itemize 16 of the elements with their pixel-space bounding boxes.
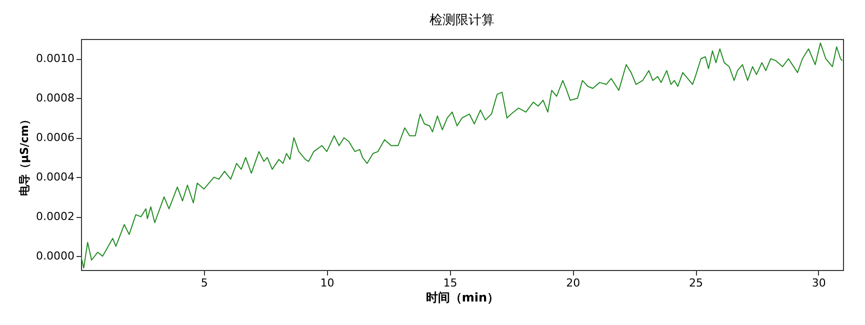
y-axis-title: 电导（μS/cm） — [18, 114, 32, 196]
x-tick-label: 5 — [200, 276, 208, 290]
line-series — [81, 42, 843, 269]
x-tick-label: 10 — [320, 276, 334, 290]
chart-title: 检测限计算 — [430, 13, 494, 28]
y-tick-label: 0.0006 — [36, 131, 74, 144]
y-tick-label: 0.0008 — [36, 92, 74, 105]
y-tick-label: 0.0010 — [36, 52, 74, 66]
x-tick-label: 20 — [566, 276, 580, 290]
x-axis-title: 时间（min） — [426, 290, 500, 304]
x-tick-label: 15 — [443, 276, 458, 290]
y-tick-label: 0.0004 — [36, 170, 74, 184]
x-tick-label: 30 — [812, 276, 826, 290]
y-tick-label: 0.0002 — [36, 210, 74, 224]
x-tick-label: 25 — [689, 276, 704, 290]
y-tick-label: 0.0000 — [36, 250, 74, 263]
